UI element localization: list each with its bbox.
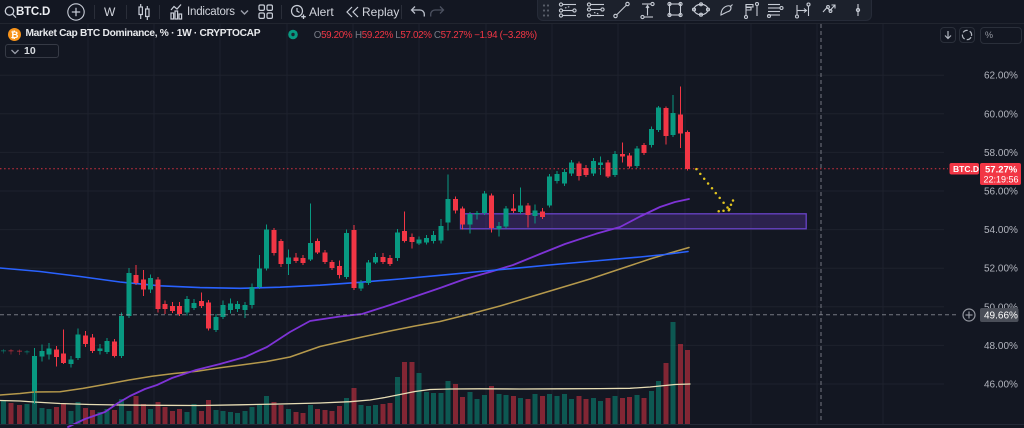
- svg-text:56.00%: 56.00%: [984, 187, 1018, 198]
- svg-text:46.00%: 46.00%: [984, 380, 1018, 391]
- svg-text:49.66%: 49.66%: [984, 310, 1018, 321]
- svg-text:50.00%: 50.00%: [984, 302, 1018, 313]
- svg-text:52.00%: 52.00%: [984, 264, 1018, 275]
- svg-text:₿: ₿: [11, 30, 19, 41]
- svg-text:48.00%: 48.00%: [984, 341, 1018, 352]
- svg-text:22:19:56: 22:19:56: [984, 175, 1019, 185]
- svg-text:57.27%: 57.27%: [985, 165, 1018, 176]
- svg-text:58.00%: 58.00%: [984, 148, 1018, 159]
- svg-text:54.00%: 54.00%: [984, 225, 1018, 236]
- svg-text:BTC.D: BTC.D: [953, 164, 979, 174]
- svg-text:60.00%: 60.00%: [984, 109, 1018, 120]
- svg-text:62.00%: 62.00%: [984, 71, 1018, 82]
